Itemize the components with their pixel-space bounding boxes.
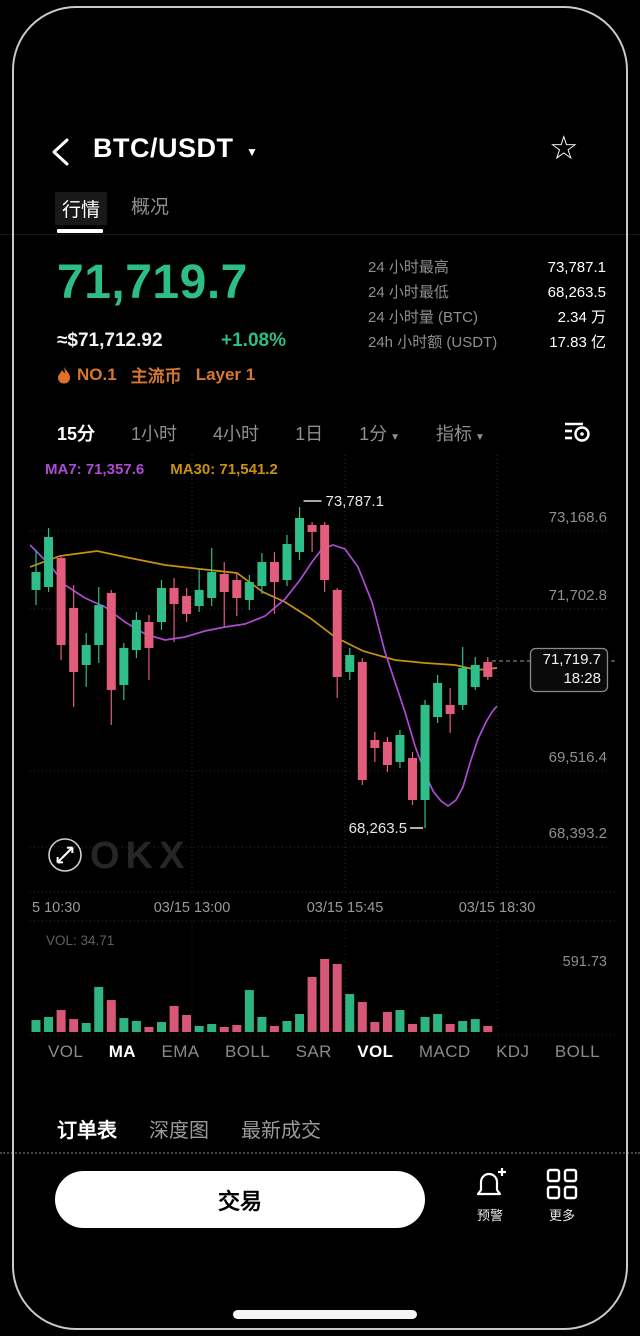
page-tabs: 行情 概况 [55, 192, 169, 225]
svg-text:71,719.7: 71,719.7 [543, 651, 601, 668]
svg-text:18:28: 18:28 [563, 670, 601, 687]
stat-value: 17.83 亿 [549, 334, 606, 351]
timeframe-1分[interactable]: 1分 ▼ [359, 424, 400, 444]
svg-text:03/15 15:45: 03/15 15:45 [307, 900, 384, 916]
indicator-tab-4-SAR[interactable]: SAR [295, 1042, 332, 1061]
stats-panel: 24 小时最高 73,787.1 24 小时最低 68,263.5 24 小时量 (BT… [368, 255, 606, 355]
stat-row-3: 24h 小时额 (USDT) 17.83 亿 [368, 330, 606, 355]
ma-labels-row: MA7: 71,357.6 MA30: 71,541.2 [45, 461, 278, 478]
indicator-tab-7-KDJ[interactable]: KDJ [496, 1042, 530, 1061]
tag-layer1[interactable]: Layer 1 [195, 364, 256, 384]
svg-text:03/15 13:00: 03/15 13:00 [154, 900, 231, 916]
svg-text:03/15 18:30: 03/15 18:30 [459, 900, 536, 916]
indicator-tab-0-VOL[interactable]: VOL [48, 1042, 84, 1061]
more-label: 更多 [548, 1208, 575, 1223]
timeframe-15分[interactable]: 15分 [57, 424, 96, 444]
fiat-value: ≈$71,712.92 [57, 330, 163, 351]
indicator-tab-5-VOL[interactable]: VOL [357, 1042, 394, 1061]
stat-value: 73,787.1 [547, 259, 606, 276]
svg-text:71,702.8: 71,702.8 [549, 587, 607, 604]
alert-label: 预警 [476, 1208, 503, 1223]
indicator-settings-icon[interactable] [562, 418, 594, 444]
stat-label: 24 小时最低 [368, 284, 449, 301]
candlestick-chart[interactable]: 73,168.6 71,702.8 69,516.4 68,393.2 OKX 73,78… [30, 455, 620, 1040]
trade-button[interactable]: 交易 [55, 1171, 425, 1228]
stat-value: 2.34 万 [557, 309, 606, 326]
bottom-dotted-divider [0, 1152, 640, 1154]
last-price: 71,719.7 [57, 256, 248, 309]
svg-text:68,263.5: 68,263.5 [349, 820, 407, 837]
indicator-tab-1-MA[interactable]: MA [108, 1042, 136, 1061]
tag-mainstream[interactable]: 主流币 [130, 367, 182, 386]
timeframe-row: 15分 1小时 4小时 1日 1分 ▼ 指标 ▼ [57, 420, 521, 446]
tabs-divider [0, 234, 640, 235]
bottom-tab-1[interactable]: 深度图 [149, 1120, 209, 1142]
pair-caret-down-icon[interactable]: ▼ [246, 145, 258, 159]
favorite-star-icon[interactable]: ☆ [549, 129, 579, 166]
indicator-tab-6-MACD[interactable]: MACD [418, 1042, 471, 1061]
caret-down-icon: ▼ [475, 432, 485, 443]
stat-row-0: 24 小时最高 73,787.1 [368, 255, 606, 280]
page-tab-1[interactable]: 概况 [131, 197, 170, 218]
bell-plus-icon [476, 1168, 506, 1196]
svg-text:5 10:30: 5 10:30 [32, 900, 80, 916]
stat-row-1: 24 小时最低 68,263.5 [368, 280, 606, 305]
timeframe-1小时[interactable]: 1小时 [131, 424, 178, 444]
ma30-label: MA30: 71,541.2 [170, 461, 278, 478]
alert-button[interactable]: 预警 [462, 1168, 518, 1224]
bottom-tab-2[interactable]: 最新成交 [241, 1120, 321, 1142]
stat-value: 68,263.5 [547, 284, 606, 301]
svg-text:591.73: 591.73 [563, 954, 607, 970]
stat-row-2: 24 小时量 (BTC) 2.34 万 [368, 305, 606, 330]
indicator-tab-8-BOLL[interactable]: BOLL [554, 1042, 600, 1061]
home-indicator[interactable] [233, 1310, 417, 1319]
svg-text:68,393.2: 68,393.2 [549, 825, 607, 842]
page-title[interactable]: BTC/USDT [93, 133, 234, 163]
timeframe-4小时[interactable]: 4小时 [213, 424, 260, 444]
flame-icon [58, 366, 70, 383]
bottom-tab-0[interactable]: 订单表 [57, 1120, 117, 1142]
indicator-tab-3-BOLL[interactable]: BOLL [225, 1042, 271, 1061]
timeframe-1日[interactable]: 1日 [295, 424, 324, 444]
active-tab-underline [57, 229, 103, 233]
svg-text:VOL: 34.71: VOL: 34.71 [46, 933, 114, 948]
indicator-tab-2-EMA[interactable]: EMA [161, 1042, 200, 1061]
rank-badge[interactable]: NO.1 [57, 365, 117, 385]
svg-text:73,168.6: 73,168.6 [549, 509, 607, 526]
rank-badge-label: NO.1 [77, 364, 117, 384]
stat-label: 24 小时量 (BTC) [368, 309, 479, 326]
stat-label: 24 小时最高 [368, 259, 449, 276]
badge-row: NO.1 主流币 Layer 1 [57, 362, 255, 387]
timeframe-指标[interactable]: 指标 ▼ [436, 424, 485, 444]
orderbook-tabs-row: 订单表 深度图 最新成交 [57, 1114, 321, 1143]
svg-text:OKX: OKX [90, 835, 190, 877]
indicator-tabs-row: VOL MA EMA BOLL SAR VOL MACD KDJ BOLL [48, 1042, 600, 1062]
ma7-label: MA7: 71,357.6 [45, 461, 145, 478]
back-icon[interactable] [48, 136, 74, 168]
grid-more-icon [546, 1168, 578, 1200]
stat-label: 24h 小时额 (USDT) [368, 334, 498, 351]
svg-text:73,787.1: 73,787.1 [326, 493, 384, 510]
page-tab-0[interactable]: 行情 [55, 192, 108, 225]
more-button[interactable]: 更多 [536, 1168, 588, 1224]
change-percent: +1.08% [221, 330, 286, 351]
caret-down-icon: ▼ [390, 432, 400, 443]
svg-text:69,516.4: 69,516.4 [549, 749, 607, 766]
